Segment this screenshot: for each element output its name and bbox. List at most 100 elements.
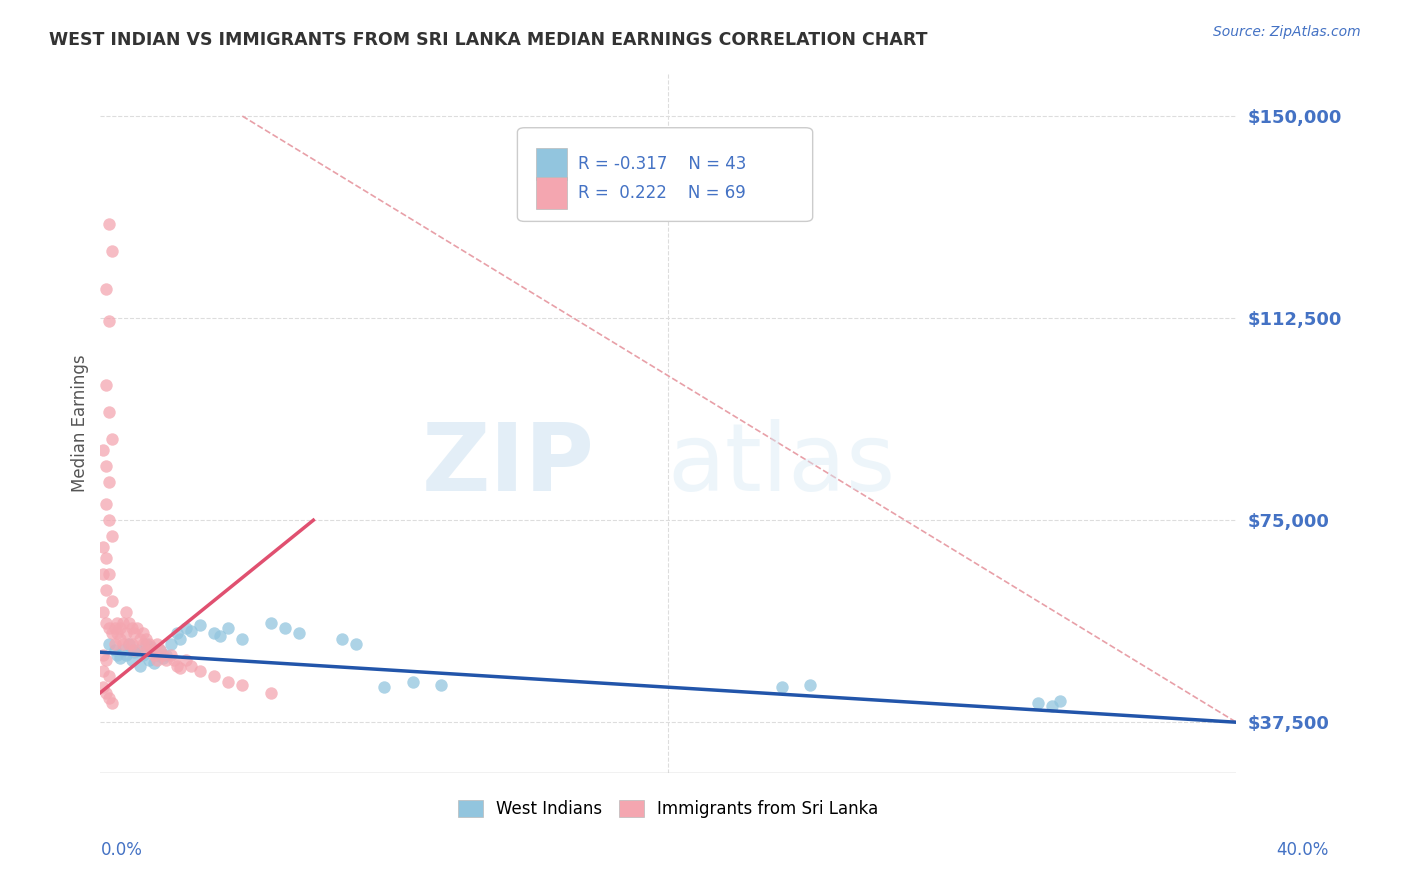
Point (160, 637, 183, 651)
Point (180, 624, 202, 638)
Point (231, 677, 253, 691)
Text: ZIP: ZIP (422, 419, 595, 511)
Point (143, 656, 166, 670)
Point (166, 658, 188, 673)
Point (94, 281, 117, 295)
Point (124, 642, 146, 657)
Legend: West Indians, Immigrants from Sri Lanka: West Indians, Immigrants from Sri Lanka (451, 793, 886, 824)
Point (121, 621, 143, 635)
Point (97, 314, 120, 328)
Point (129, 658, 152, 673)
Text: WEST INDIAN VS IMMIGRANTS FROM SRI LANKA MEDIAN EARNINGS CORRELATION CHART: WEST INDIAN VS IMMIGRANTS FROM SRI LANKA… (49, 31, 928, 49)
Point (97, 513, 120, 527)
Point (149, 642, 172, 657)
Point (799, 677, 821, 691)
Point (103, 637, 125, 651)
Point (180, 658, 202, 673)
Point (169, 661, 191, 675)
Point (129, 632, 152, 646)
Point (166, 626, 188, 640)
Point (135, 642, 157, 657)
Point (1026, 697, 1049, 711)
Point (288, 626, 311, 640)
Point (94, 497, 117, 511)
Point (217, 621, 239, 635)
Point (152, 650, 174, 665)
Point (97, 691, 120, 706)
Point (97, 475, 120, 490)
Point (112, 637, 135, 651)
Point (91, 664, 114, 678)
Point (115, 626, 138, 640)
Point (163, 653, 186, 667)
Point (105, 615, 128, 630)
Y-axis label: Median Earnings: Median Earnings (72, 354, 89, 492)
Point (94, 653, 117, 667)
Point (143, 648, 166, 662)
Point (146, 653, 169, 667)
Point (188, 618, 211, 632)
Point (124, 645, 146, 659)
Point (112, 615, 135, 630)
Point (127, 621, 149, 635)
Point (110, 650, 132, 665)
Point (105, 648, 128, 662)
Point (118, 615, 141, 630)
Point (97, 567, 120, 582)
Point (91, 648, 114, 662)
Point (94, 685, 117, 699)
Point (402, 674, 425, 689)
Point (155, 653, 177, 667)
Point (202, 669, 225, 683)
Point (94, 459, 117, 474)
Point (155, 648, 177, 662)
Point (97, 621, 120, 635)
Point (103, 642, 125, 657)
Point (149, 642, 172, 657)
Point (344, 637, 367, 651)
Point (118, 637, 141, 651)
Point (121, 637, 143, 651)
Point (217, 674, 239, 689)
Text: R = -0.317    N = 43: R = -0.317 N = 43 (578, 155, 747, 173)
Point (118, 637, 141, 651)
Point (91, 605, 114, 619)
Point (100, 433, 122, 447)
Point (132, 637, 155, 651)
Point (208, 629, 231, 643)
Point (112, 642, 135, 657)
Point (146, 648, 169, 662)
Point (1049, 694, 1071, 708)
Point (188, 664, 211, 678)
Point (100, 594, 122, 608)
Point (110, 621, 132, 635)
Point (91, 443, 114, 458)
Point (169, 632, 191, 646)
Point (115, 605, 138, 619)
Point (91, 680, 114, 694)
Point (97, 405, 120, 419)
Point (103, 621, 125, 635)
Point (174, 621, 197, 635)
Point (770, 680, 793, 694)
Point (138, 653, 160, 667)
Point (94, 615, 117, 630)
Point (91, 567, 114, 582)
Point (100, 626, 122, 640)
Point (373, 680, 395, 694)
Point (94, 550, 117, 565)
Text: 40.0%: 40.0% (1277, 840, 1329, 858)
Point (97, 669, 120, 683)
Point (330, 632, 353, 646)
Point (121, 653, 143, 667)
Point (135, 632, 157, 646)
Point (1040, 699, 1063, 714)
Point (91, 540, 114, 554)
Point (100, 244, 122, 258)
Point (231, 632, 253, 646)
Point (94, 378, 117, 392)
Text: 0.0%: 0.0% (101, 840, 143, 858)
Point (132, 626, 155, 640)
Point (430, 677, 453, 691)
Point (260, 685, 283, 699)
